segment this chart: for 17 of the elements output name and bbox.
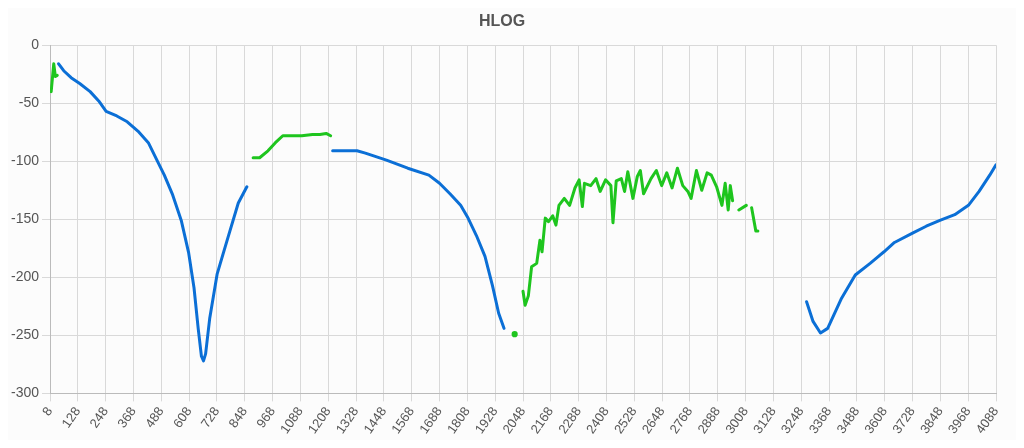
x-tick-label: 248 bbox=[86, 404, 112, 431]
x-tick-label: 968 bbox=[253, 404, 278, 431]
y-tick-label: -150 bbox=[10, 210, 40, 227]
y-tick-label: -100 bbox=[10, 152, 40, 169]
y-tick-label: -200 bbox=[10, 268, 40, 285]
y-tick-label: 0 bbox=[31, 36, 40, 53]
x-tick-label: 128 bbox=[58, 404, 84, 431]
y-tick-label: -50 bbox=[18, 94, 40, 111]
x-tick-label: 608 bbox=[169, 404, 195, 431]
x-tick-label: 368 bbox=[114, 404, 139, 431]
x-tick-label: 848 bbox=[225, 404, 251, 431]
y-tick-label: -250 bbox=[10, 326, 40, 343]
chart-title: HLOG bbox=[478, 12, 526, 30]
x-tick-label: 728 bbox=[197, 404, 223, 431]
x-tick-label: 488 bbox=[141, 404, 167, 431]
x-tick-label: 8 bbox=[38, 404, 56, 419]
y-tick-label: -300 bbox=[10, 384, 40, 401]
